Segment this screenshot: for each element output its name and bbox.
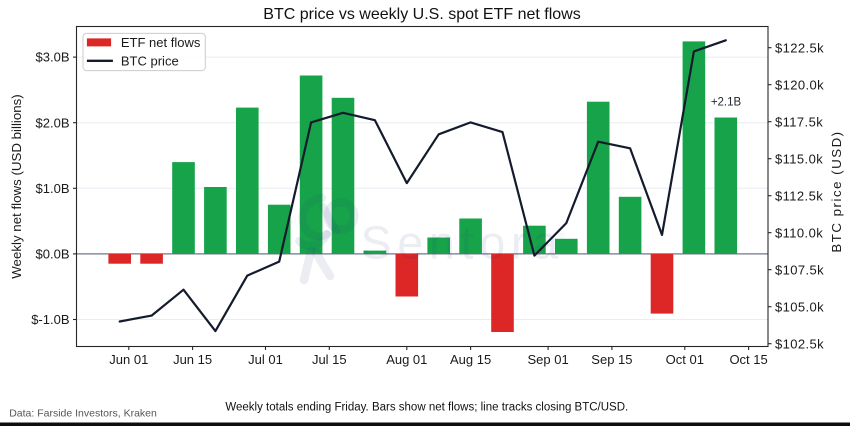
svg-text:$107.5k: $107.5k bbox=[775, 262, 824, 277]
svg-text:BTC price: BTC price bbox=[121, 53, 179, 68]
svg-text:BTC price vs weekly U.S. spot: BTC price vs weekly U.S. spot ETF net fl… bbox=[263, 6, 580, 23]
svg-text:Data: Farside Investors, Krake: Data: Farside Investors, Kraken bbox=[9, 407, 157, 419]
svg-text:$120.0k: $120.0k bbox=[775, 77, 824, 92]
svg-text:Jul 15: Jul 15 bbox=[312, 352, 347, 367]
svg-text:Aug 15: Aug 15 bbox=[450, 352, 491, 367]
svg-text:ETF net flows: ETF net flows bbox=[121, 35, 201, 50]
svg-text:®: ® bbox=[559, 230, 566, 240]
svg-text:Jul 01: Jul 01 bbox=[248, 352, 283, 367]
svg-text:$1.0B: $1.0B bbox=[36, 181, 70, 196]
svg-text:BTC price (USD): BTC price (USD) bbox=[829, 130, 844, 252]
svg-text:$3.0B: $3.0B bbox=[36, 50, 70, 65]
svg-text:Oct 01: Oct 01 bbox=[666, 352, 704, 367]
svg-text:$102.5k: $102.5k bbox=[775, 336, 824, 351]
svg-text:$122.5k: $122.5k bbox=[775, 40, 824, 55]
svg-text:$2.0B: $2.0B bbox=[36, 115, 70, 130]
svg-text:$110.0k: $110.0k bbox=[775, 225, 823, 240]
svg-text:$105.0k: $105.0k bbox=[775, 299, 824, 314]
svg-text:+2.1B: +2.1B bbox=[711, 97, 742, 109]
svg-text:$117.5k: $117.5k bbox=[775, 114, 823, 129]
svg-text:Sep 15: Sep 15 bbox=[591, 352, 632, 367]
svg-text:Weekly totals ending Friday. B: Weekly totals ending Friday. Bars show n… bbox=[225, 401, 628, 413]
svg-text:Jun 01: Jun 01 bbox=[109, 352, 148, 367]
svg-text:$112.5k: $112.5k bbox=[775, 188, 823, 203]
svg-text:Aug 01: Aug 01 bbox=[386, 352, 427, 367]
svg-text:$-1.0B: $-1.0B bbox=[31, 312, 69, 327]
svg-text:Jun 15: Jun 15 bbox=[173, 352, 212, 367]
svg-text:$115.0k: $115.0k bbox=[775, 151, 823, 166]
svg-text:$0.0B: $0.0B bbox=[36, 247, 70, 262]
svg-text:Sep 01: Sep 01 bbox=[527, 352, 568, 367]
svg-text:Oct 15: Oct 15 bbox=[729, 352, 767, 367]
svg-text:Weekly net flows (USD billions: Weekly net flows (USD billions) bbox=[9, 94, 24, 279]
svg-text:Sentora: Sentora bbox=[361, 216, 564, 268]
